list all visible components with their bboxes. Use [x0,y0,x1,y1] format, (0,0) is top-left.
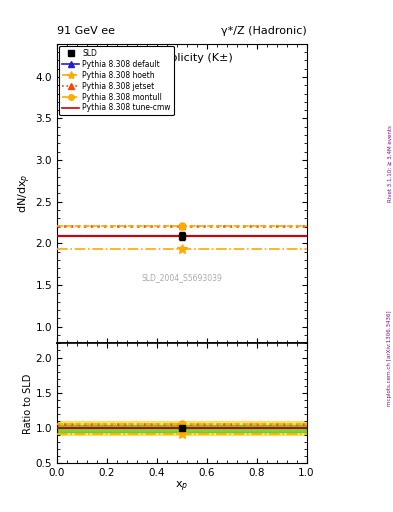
Bar [57,424,307,432]
Text: K multiplicity (K±): K multiplicity (K±) [131,53,233,62]
Y-axis label: dN/dx$_p$: dN/dx$_p$ [17,174,33,213]
Text: 91 GeV ee: 91 GeV ee [57,26,115,36]
Text: γ*/Z (Hadronic): γ*/Z (Hadronic) [221,26,307,36]
Text: Rivet 3.1.10; ≥ 3.4M events: Rivet 3.1.10; ≥ 3.4M events [387,125,392,202]
Y-axis label: Ratio to SLD: Ratio to SLD [23,373,33,434]
Text: SLD_2004_S5693039: SLD_2004_S5693039 [141,273,222,282]
Legend: SLD, Pythia 8.308 default, Pythia 8.308 hoeth, Pythia 8.308 jetset, Pythia 8.308: SLD, Pythia 8.308 default, Pythia 8.308 … [59,46,174,116]
Bar [57,421,307,435]
X-axis label: x$_p$: x$_p$ [175,480,188,494]
Text: mcplots.cern.ch [arXiv:1306.3436]: mcplots.cern.ch [arXiv:1306.3436] [387,311,392,406]
